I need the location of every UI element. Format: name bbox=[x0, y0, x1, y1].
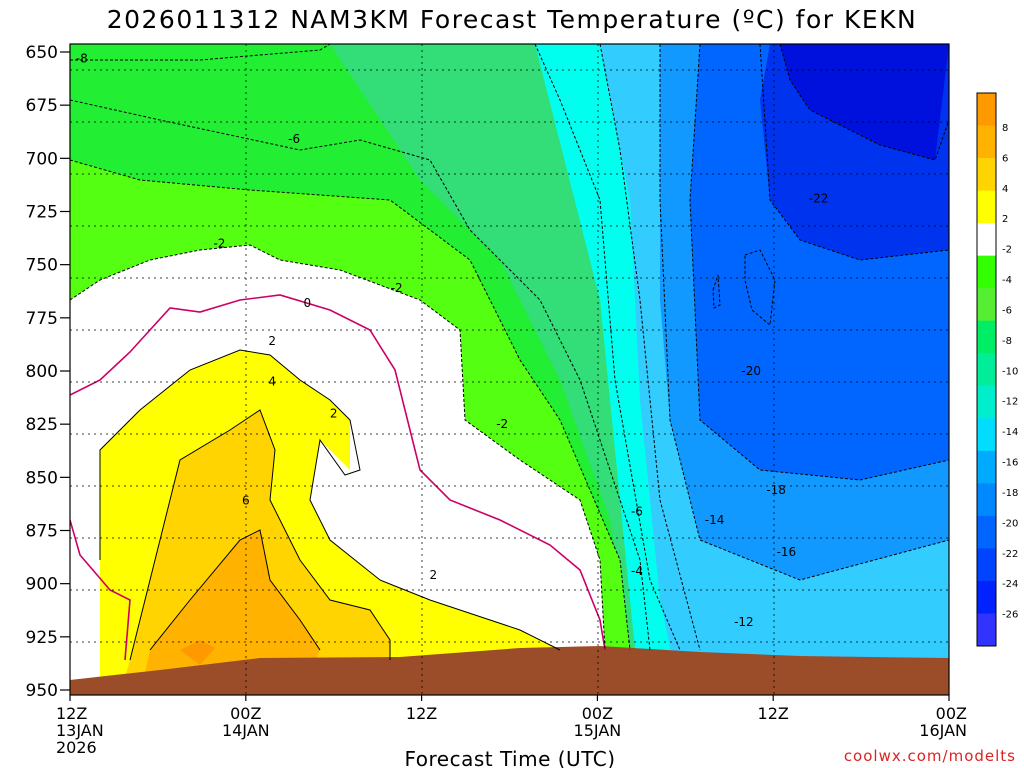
y-tick-label: 925 bbox=[26, 628, 58, 648]
colorbar-label: -26 bbox=[1002, 610, 1018, 621]
colorbar-label: 8 bbox=[1002, 123, 1008, 134]
colorbar-swatch bbox=[977, 93, 996, 127]
colorbar-label: -10 bbox=[1002, 366, 1018, 377]
contour-label: -2 bbox=[496, 417, 508, 431]
colorbar-swatch bbox=[977, 515, 996, 549]
x-tick-label: 13JAN bbox=[56, 721, 104, 740]
colorbar-swatch bbox=[977, 418, 996, 452]
colorbar-swatch bbox=[977, 483, 996, 517]
contour-label: -14 bbox=[705, 513, 725, 527]
contour-label: -6 bbox=[288, 132, 300, 146]
x-tick-label: 00Z bbox=[230, 704, 261, 723]
y-tick-label: 775 bbox=[26, 309, 58, 329]
colorbar-swatch bbox=[977, 125, 996, 159]
x-tick-label: 14JAN bbox=[222, 721, 270, 740]
y-tick-label: 700 bbox=[26, 149, 58, 169]
y-tick-label: 800 bbox=[26, 362, 58, 382]
contour-label: 0 bbox=[304, 296, 312, 310]
y-tick-label: 900 bbox=[26, 575, 58, 595]
colorbar-swatch bbox=[977, 353, 996, 387]
y-tick-label: 950 bbox=[26, 681, 58, 701]
contour-label: -4 bbox=[631, 564, 643, 578]
contour-label: -18 bbox=[766, 483, 786, 497]
x-tick-label: 15JAN bbox=[574, 721, 622, 740]
colorbar-swatch bbox=[977, 580, 996, 614]
colorbar-swatch bbox=[977, 450, 996, 484]
contour-label: 2 bbox=[330, 407, 338, 421]
colorbar-label: -18 bbox=[1002, 488, 1018, 499]
x-tick-label: 00Z bbox=[582, 704, 613, 723]
y-tick-label: 825 bbox=[26, 415, 58, 435]
contour-label: -2 bbox=[391, 281, 403, 295]
y-tick-label: 675 bbox=[26, 96, 58, 116]
contour-label: -16 bbox=[777, 545, 797, 559]
colorbar-label: -14 bbox=[1002, 427, 1018, 438]
x-axis-title: Forecast Time (UTC) bbox=[404, 747, 615, 768]
colorbar-frame bbox=[976, 92, 997, 647]
colorbar-swatch bbox=[977, 190, 996, 224]
colorbar-label: -16 bbox=[1002, 458, 1018, 469]
y-tick-label: 725 bbox=[26, 203, 58, 223]
colorbar-label: -20 bbox=[1002, 518, 1018, 529]
chart-title: 2026011312 NAM3KM Forecast Temperature (… bbox=[107, 5, 918, 34]
watermark: coolwx.com/modelts bbox=[844, 747, 1016, 765]
y-tick-label: 750 bbox=[26, 256, 58, 276]
contour-label: 6 bbox=[242, 494, 250, 508]
colorbar-label: 4 bbox=[1002, 184, 1008, 195]
grid bbox=[70, 44, 949, 695]
x-tick-label: 12Z bbox=[56, 704, 87, 723]
x-tick-label: 12Z bbox=[406, 704, 437, 723]
colorbar-swatch bbox=[977, 255, 996, 289]
x-tick-label: 16JAN bbox=[919, 721, 967, 740]
x-tick-label: 00Z bbox=[936, 704, 967, 723]
colorbar-swatch bbox=[977, 223, 996, 257]
contour-label: -12 bbox=[734, 615, 754, 629]
freezing-line bbox=[70, 294, 606, 651]
contour-label: -2 bbox=[213, 236, 225, 250]
contour-label: 2 bbox=[429, 568, 437, 582]
terrain bbox=[70, 646, 949, 695]
contour-label: 4 bbox=[268, 375, 276, 389]
contour-label: -8 bbox=[76, 51, 88, 65]
y-tick-label: 850 bbox=[26, 468, 58, 488]
x-tick-label: 12Z bbox=[758, 704, 789, 723]
colorbar-swatch bbox=[977, 288, 996, 322]
colorbar-swatch bbox=[977, 320, 996, 354]
colorbar-label: -24 bbox=[1002, 579, 1018, 590]
colorbar-label: 6 bbox=[1002, 153, 1008, 164]
colorbar-label: -2 bbox=[1002, 245, 1012, 256]
plot-frame bbox=[69, 43, 950, 696]
band-dark-orange bbox=[180, 640, 215, 665]
colorbar-label: -22 bbox=[1002, 549, 1018, 560]
colorbar-swatch bbox=[977, 548, 996, 582]
contour-label: -20 bbox=[741, 364, 761, 378]
contour-label: -6 bbox=[631, 504, 643, 518]
colorbar: 8 6 4 2 -2 -4 -6 -8 -10 -12 -14 -16 -18 -20 -22 -24 -26 bbox=[976, 92, 1018, 647]
colorbar-swatch bbox=[977, 385, 996, 419]
colorbar-label: -8 bbox=[1002, 336, 1012, 347]
colorbar-swatch bbox=[977, 158, 996, 192]
y-tick-label: 650 bbox=[26, 43, 58, 63]
freezing-line-lower bbox=[70, 519, 131, 661]
x-tick-label: 2026 bbox=[56, 738, 97, 757]
colorbar-label: -4 bbox=[1002, 275, 1012, 286]
colorbar-swatch bbox=[977, 613, 996, 647]
colorbar-label: 2 bbox=[1002, 214, 1008, 225]
colorbar-label: -12 bbox=[1002, 397, 1018, 408]
contour-label: -22 bbox=[809, 192, 829, 206]
y-tick-label: 875 bbox=[26, 522, 58, 542]
contour-label: 2 bbox=[268, 334, 276, 348]
band-darkest-blue bbox=[780, 44, 949, 160]
pressure-axis: 650 675 700 725 750 775 800 825 850 875 900 925 950 bbox=[26, 43, 70, 701]
colorbar-label: -6 bbox=[1002, 305, 1012, 316]
